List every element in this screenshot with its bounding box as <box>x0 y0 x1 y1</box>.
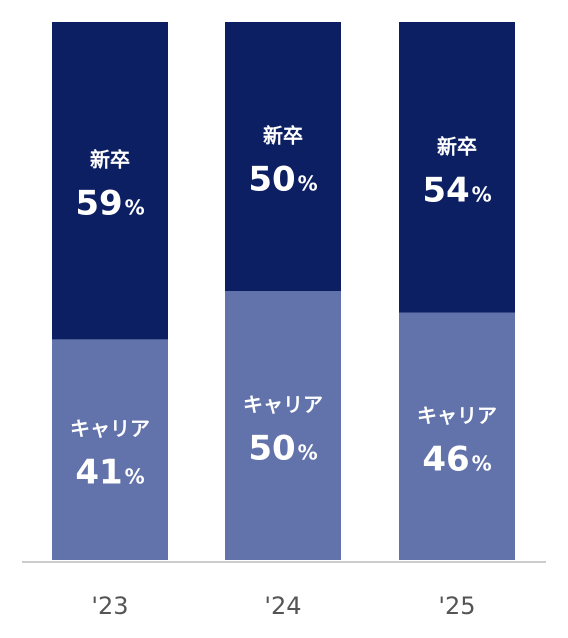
bar-segment-new-grad-1 <box>225 22 341 291</box>
segment-value-label: 54% <box>422 170 491 210</box>
x-axis-ticks: '23 '24 '25 <box>91 592 475 620</box>
segment-series-label: 新卒 <box>437 134 477 158</box>
x-tick-label: '24 <box>264 592 301 620</box>
segment-series-label: 新卒 <box>263 124 303 148</box>
segment-series-label: 新卒 <box>90 148 130 172</box>
x-tick-label: '23 <box>91 592 128 620</box>
x-tick-label: '25 <box>438 592 475 620</box>
bar-segment-career-2 <box>399 312 515 560</box>
segment-value-label: 46% <box>422 439 491 479</box>
bar-segment-career-1 <box>225 291 341 560</box>
segment-series-label: キャリア <box>417 403 497 427</box>
segment-series-label: キャリア <box>243 393 323 417</box>
segment-value-label: 41% <box>75 453 144 493</box>
segment-series-label: キャリア <box>70 417 150 441</box>
bar-segment-new-grad-2 <box>399 22 515 313</box>
segment-value-label: 50% <box>248 160 317 200</box>
segment-value-label: 50% <box>248 429 317 469</box>
segment-value-label: 59% <box>75 184 144 224</box>
bars-layer <box>52 22 515 560</box>
bar-segment-career-0 <box>52 339 168 560</box>
bar-segment-new-grad-0 <box>52 22 168 340</box>
labels-layer: キャリア 41 % 新卒 59 % キャリア 50 % 新卒 50 % キャリア 46 % 新卒 54% <box>70 124 497 493</box>
